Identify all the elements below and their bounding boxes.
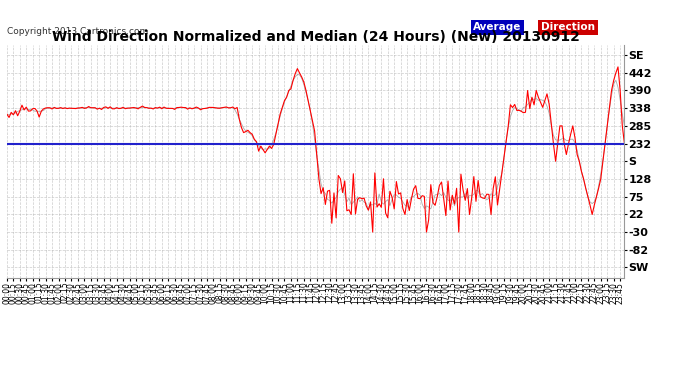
Title: Wind Direction Normalized and Median (24 Hours) (New) 20130912: Wind Direction Normalized and Median (24… [52,30,580,44]
Text: Direction: Direction [541,22,595,32]
Text: Average: Average [473,22,522,32]
Text: Copyright 2013 Cartronics.com: Copyright 2013 Cartronics.com [7,27,148,36]
